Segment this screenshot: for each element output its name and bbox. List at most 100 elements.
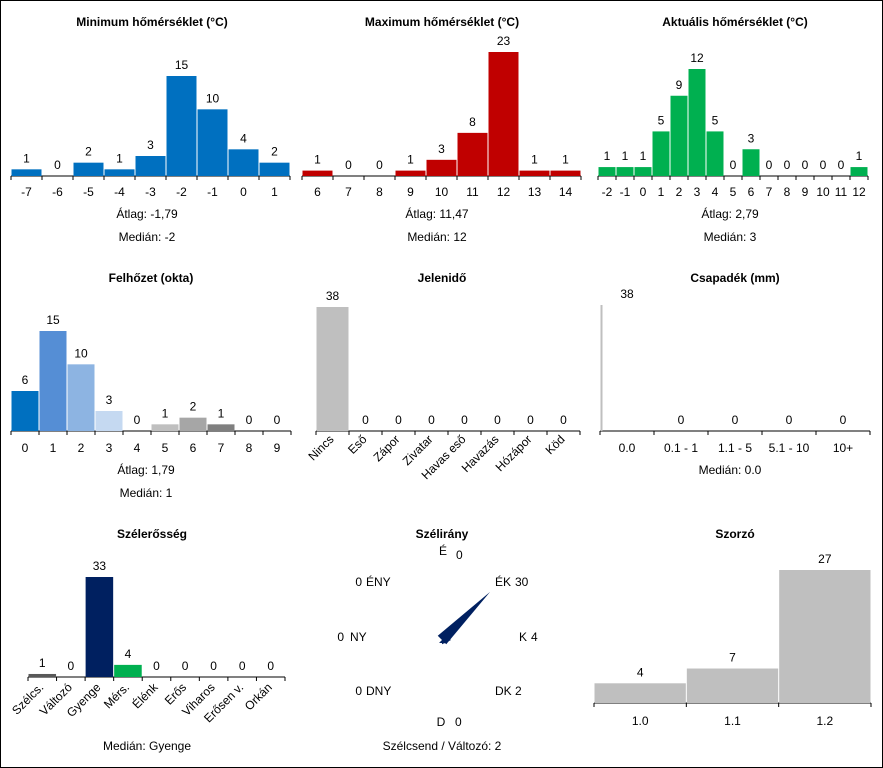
wind-strength-tick-label: Mérs.: [101, 680, 132, 711]
wind-dir-direction-label: ÉNY: [366, 574, 391, 589]
max-temp-bar: [488, 52, 519, 176]
wind-strength-value-label: 0: [182, 659, 189, 673]
max-temp-bar: [550, 170, 581, 176]
max-temp-title: Maximum hőmérséklet (°C): [365, 15, 519, 29]
act-temp-tick-label: 2: [676, 185, 683, 199]
precip-value-label: 0: [840, 413, 847, 427]
max-temp-bar: [426, 159, 457, 176]
min-temp-value-label: 3: [147, 138, 154, 152]
precip-value-label: 0: [732, 413, 739, 427]
act-temp-tick-label: -1: [620, 185, 631, 199]
act-temp-tick-label: 8: [784, 185, 791, 199]
wind-dir-direction-value: 0: [337, 630, 344, 644]
wind-dir-direction-value: 30: [515, 575, 529, 589]
wind-dir-direction-label: DK: [495, 684, 512, 698]
factor-value-label: 4: [637, 665, 644, 679]
wind-strength-tick-label: Élénk: [129, 679, 162, 712]
cloud-value-label: 0: [274, 413, 281, 427]
act-temp-bar: [616, 167, 634, 176]
act-temp-value-label: 1: [640, 149, 647, 163]
min-temp-value-label: 0: [54, 158, 61, 172]
act-temp-bar: [850, 167, 868, 176]
factor-bar: [594, 683, 686, 703]
act-temp-value-label: 1: [622, 149, 629, 163]
max-temp-value-label: 0: [376, 158, 383, 172]
cloud-tick-label: 7: [218, 441, 225, 455]
wind-strength-value-label: 33: [93, 559, 107, 573]
act-temp-bar: [634, 167, 652, 176]
precip-tick-label: 1.1 - 5: [718, 441, 752, 455]
factor-tick-label: 1.1: [724, 714, 741, 728]
wind-dir-direction-value: 4: [531, 630, 538, 644]
cloud-value-label: 0: [134, 413, 141, 427]
max-temp-value-label: 8: [469, 115, 476, 129]
max-temp-tick-label: 12: [497, 185, 511, 199]
act-temp-tick-label: 6: [748, 185, 755, 199]
max-temp-median-label: Medián: 12: [407, 230, 467, 244]
cloud-value-label: 15: [46, 313, 60, 327]
act-temp-tick-label: 4: [712, 185, 719, 199]
wind-dir-footer: Szélcsend / Változó: 2: [383, 739, 502, 753]
max-temp-tick-label: 13: [528, 185, 542, 199]
min-temp-bar: [259, 162, 290, 176]
cloud-value-label: 0: [246, 413, 253, 427]
weather-value-label: 0: [428, 413, 435, 427]
wind-strength-tick-label: Orkán: [242, 680, 275, 713]
min-temp-chart: Minimum hőmérséklet (°C) 1 -7 0 -6 2 -5 1 -4 3 -3 1…: [10, 15, 291, 244]
act-temp-bar: [706, 131, 724, 176]
wind-strength-bar: [114, 664, 142, 677]
precip-median-label: Medián: 0.0: [699, 463, 762, 477]
max-temp-tick-label: 6: [314, 185, 321, 199]
min-temp-tick-label: -6: [52, 185, 63, 199]
max-temp-tick-label: 9: [407, 185, 414, 199]
wind-strength-value-label: 0: [153, 659, 160, 673]
factor-bar: [686, 668, 779, 703]
max-temp-mean-label: Átlag: 11,47: [405, 206, 468, 221]
wind-dir-direction-value: 0: [355, 575, 362, 589]
min-temp-tick-label: 1: [271, 185, 278, 199]
min-temp-bar: [11, 169, 42, 176]
act-temp-median-label: Medián: 3: [704, 230, 757, 244]
min-temp-mean-label: Átlag: -1,79: [116, 206, 178, 221]
max-temp-tick-label: 10: [435, 185, 449, 199]
cloud-tick-label: 5: [162, 441, 169, 455]
cloud-value-label: 3: [106, 393, 113, 407]
precip-tick-label: 10+: [833, 441, 853, 455]
min-temp-value-label: 15: [175, 58, 189, 72]
act-temp-tick-label: 3: [694, 185, 701, 199]
cloud-bar: [95, 411, 123, 431]
max-temp-tick-label: 11: [466, 185, 479, 199]
precip-title: Csapadék (mm): [690, 271, 779, 285]
weather-tick-label: Eső: [345, 432, 370, 457]
wind-strength-value-label: 0: [67, 659, 74, 673]
max-temp-chart: Maximum hőmérséklet (°C)1607081931081123…: [301, 15, 582, 244]
act-temp-value-label: 1: [604, 149, 611, 163]
act-temp-value-label: 0: [802, 158, 809, 172]
wind-dir-wedge: [437, 591, 491, 645]
wind-strength-bar: [28, 673, 57, 677]
precip-value-label: 0: [678, 413, 685, 427]
cloud-bar: [207, 424, 235, 431]
min-temp-tick-label: -4: [114, 185, 125, 199]
cloud-value-label: 2: [190, 400, 197, 414]
weather-value-label: 0: [461, 413, 468, 427]
weather-tick-label: Nincs: [305, 432, 336, 463]
act-temp-value-label: 0: [838, 158, 845, 172]
cloud-value-label: 10: [74, 346, 88, 360]
act-temp-value-label: 3: [748, 131, 755, 145]
weather-value-label: 0: [527, 413, 534, 427]
weather-value-label: 0: [362, 413, 369, 427]
max-temp-value-label: 3: [438, 142, 445, 156]
min-temp-tick-label: -7: [21, 185, 32, 199]
cloud-bar: [151, 424, 179, 431]
weather-tick-label: Köd: [543, 432, 568, 457]
wind-strength-value-label: 0: [210, 659, 217, 673]
act-temp-tick-label: 5: [730, 185, 737, 199]
precip-chart: Csapadék (mm) 38 0.0 0 0.1 - 1 0 1.1 - 5 0 5.1 -…: [599, 271, 871, 477]
act-temp-value-label: 1: [856, 149, 863, 163]
wind-dir-direction-label: É: [439, 543, 447, 558]
weather-value-label: 0: [494, 413, 501, 427]
wind-dir-direction-label: DNY: [366, 684, 391, 698]
